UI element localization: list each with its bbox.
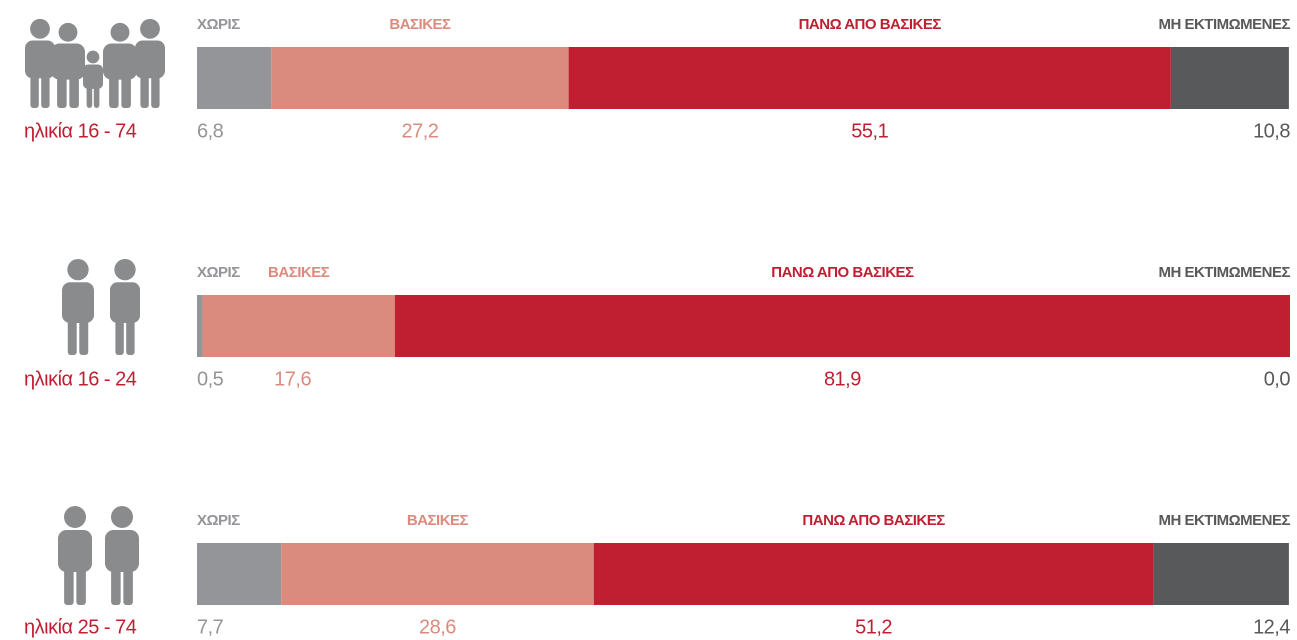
bar-segment [1170,47,1289,109]
value-label: 51,2 [855,616,892,638]
segment-name: ΜΗ ΕΚΤΙΜΩΜΕΝΕΣ [1158,264,1290,281]
icon-leg [64,565,74,605]
icon-head [140,18,160,39]
bar-segment [197,543,282,605]
icon-head [111,506,133,528]
icon-leg [151,72,160,108]
segment-name: ΒΑΣΙΚΕΣ [389,16,451,33]
segment-name: ΠΑΝΩ ΑΠΟ ΒΑΣΙΚΕΣ [802,512,945,529]
value-label: 27,2 [402,120,439,142]
segment-name: ΧΩΡΙΣ [197,16,240,33]
icon-head [110,22,130,42]
category-label: ηλικία 16 - 24 [24,368,137,390]
people-icon [62,258,140,355]
segment-name: ΒΑΣΙΚΕΣ [407,512,469,529]
value-label: 10,8 [1253,120,1290,142]
people-icon [25,18,165,108]
icon-head [64,506,86,528]
value-label: 6,8 [197,120,224,142]
icon-head [114,258,136,281]
bar-segment [394,295,1290,357]
segment-name: ΧΩΡΙΣ [197,512,240,529]
icon-head [67,258,89,281]
icon-leg [109,73,119,108]
icon-leg [111,565,121,605]
icon-leg [69,73,79,108]
segment-name: ΜΗ ΕΚΤΙΜΩΜΕΝΕΣ [1158,16,1290,33]
icon-leg [67,316,77,355]
value-label: 0,0 [1264,368,1291,390]
people-icon [58,506,139,605]
category-label: ηλικία 16 - 74 [24,120,137,142]
icon-leg [123,565,133,605]
bar-segment [1153,543,1289,605]
segment-name: ΧΩΡΙΣ [197,264,240,281]
icon-body [83,64,103,89]
icon-body [110,282,140,323]
bar-segment [281,543,594,605]
bar-segment [197,295,203,357]
segment-name: ΠΑΝΩ ΑΠΟ ΒΑΣΙΚΕΣ [799,16,942,33]
segment-name: ΠΑΝΩ ΑΠΟ ΒΑΣΙΚΕΣ [771,264,914,281]
bar-segment [593,543,1154,605]
value-label: 81,9 [824,368,861,390]
bar-segment [197,47,272,109]
icon-head [86,50,100,64]
icon-leg [76,565,86,605]
icon-body [25,40,55,79]
value-label: 55,1 [851,120,888,142]
icon-body [135,40,165,79]
value-label: 0,5 [197,368,224,390]
value-label: 17,6 [274,368,311,390]
bar-segment [568,47,1171,109]
icon-leg [121,73,131,108]
icon-head [30,18,50,39]
bar-segment [271,47,569,109]
segment-name: ΜΗ ΕΚΤΙΜΩΜΕΝΕΣ [1158,512,1290,529]
icon-body [62,282,94,323]
icon-body [103,43,137,80]
segment-name: ΒΑΣΙΚΕΣ [268,264,330,281]
icon-leg [30,72,39,108]
icon-leg [93,84,100,108]
icon-leg [79,316,89,355]
icon-leg [41,72,50,108]
value-label: 28,6 [419,616,456,638]
icon-body [105,530,139,572]
bar-segment [202,295,395,357]
icon-body [51,43,85,80]
category-label: ηλικία 25 - 74 [24,616,137,638]
icon-leg [126,316,135,355]
icon-leg [57,73,67,108]
value-label: 7,7 [197,616,224,638]
value-label: 12,4 [1253,616,1290,638]
icon-leg [140,72,149,108]
icon-head [58,22,78,42]
icon-leg [115,316,124,355]
icon-leg [86,84,93,108]
icon-body [58,530,92,572]
